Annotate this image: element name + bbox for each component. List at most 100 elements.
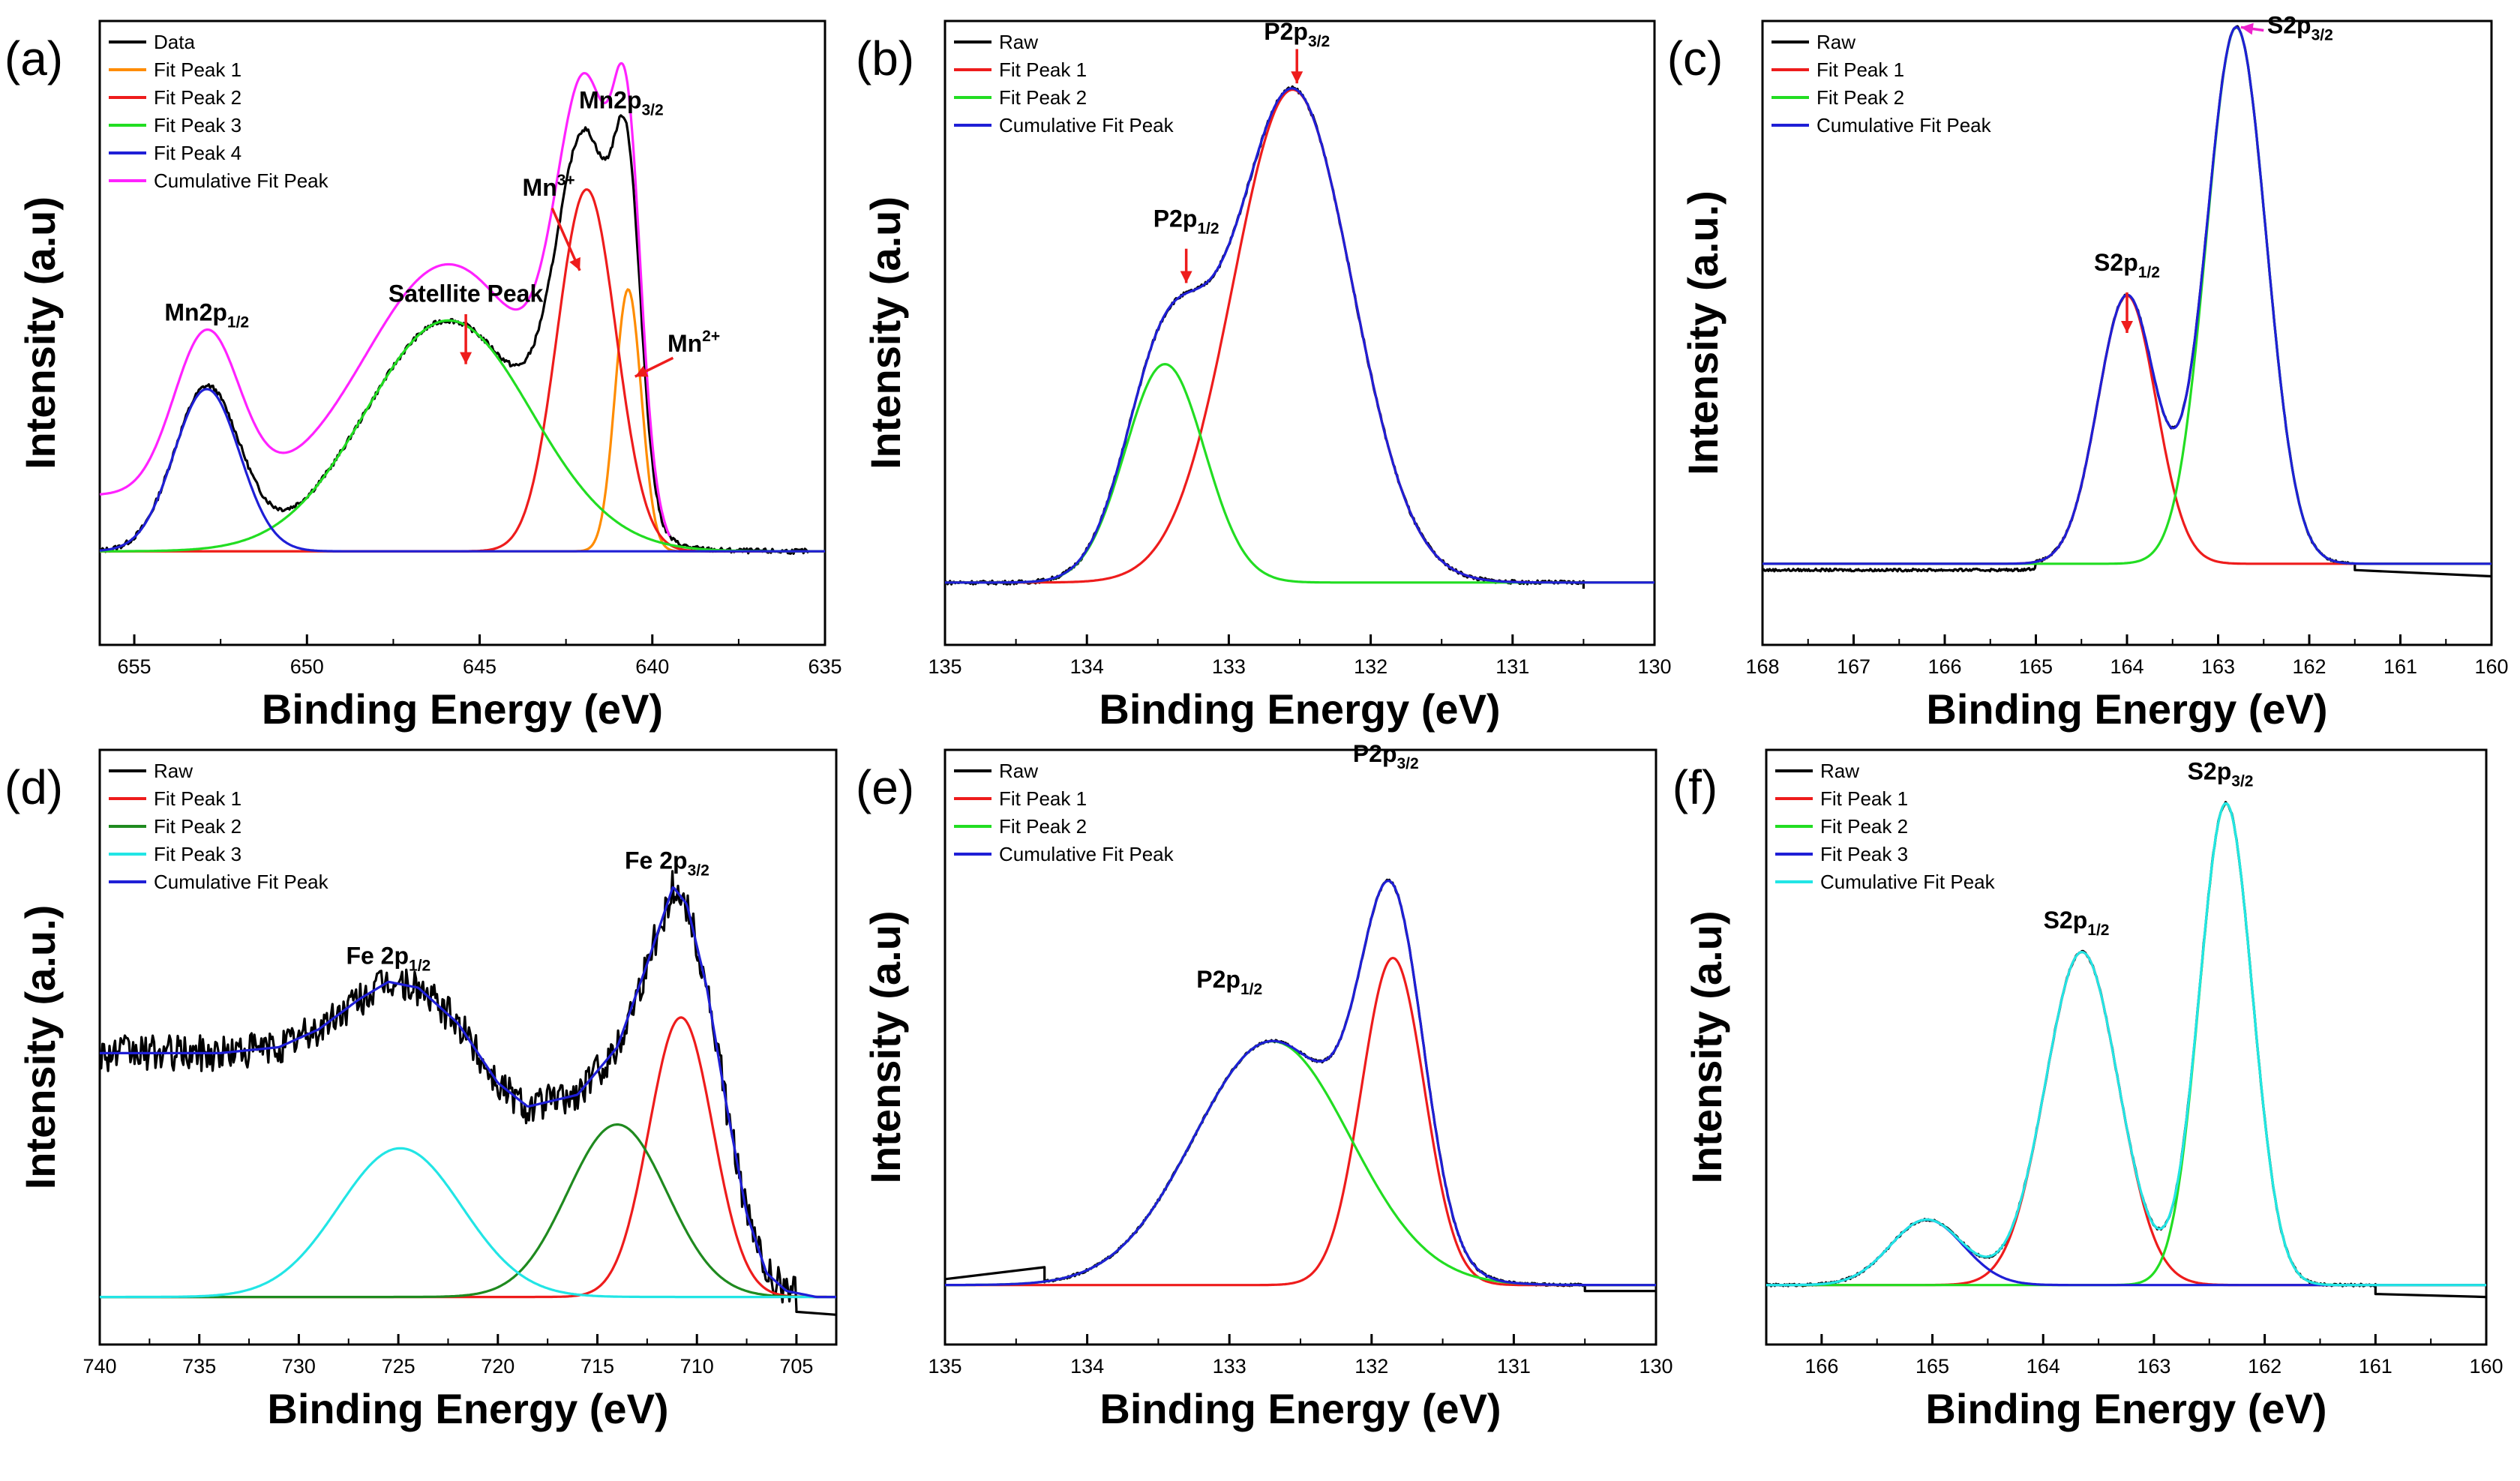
legend-entry: Data bbox=[154, 31, 195, 53]
annotation-mn2p1-2: Mn2p1/2 bbox=[164, 298, 249, 331]
legend-entry: Cumulative Fit Peak bbox=[999, 114, 1174, 136]
arrow-head bbox=[634, 365, 649, 377]
panel-d: 740 735 730 725 720 715 710 705 Binding Energy (… bbox=[4, 748, 838, 1432]
annotation-s2p3-2: S2p3/2 bbox=[2240, 12, 2333, 44]
x-tick-label: 135 bbox=[928, 655, 962, 678]
x-tick-label: 163 bbox=[2137, 1355, 2170, 1378]
panel-label: (a) bbox=[4, 31, 63, 85]
legend-entry: Fit Peak 1 bbox=[1816, 58, 1904, 81]
series-line-fit-peak-2 bbox=[945, 1040, 1656, 1287]
annotation-p2p1-2: P2p1/2 bbox=[1196, 966, 1262, 998]
x-tick-label: 650 bbox=[290, 655, 324, 678]
legend-entry: Cumulative Fit Peak bbox=[154, 169, 329, 192]
series-line-fit-peak-2 bbox=[100, 188, 825, 553]
x-axis-label: Binding Energy (eV) bbox=[1926, 685, 2327, 733]
legend-entry: Fit Peak 1 bbox=[154, 58, 242, 81]
annotation-text: S2p3/2 bbox=[2188, 758, 2254, 790]
x-tick-label: 162 bbox=[2248, 1355, 2282, 1378]
x-tick-label: 164 bbox=[2026, 1355, 2060, 1378]
panel-c: 168 167 166 165 164 163 162 161 160 Binding Energ… bbox=[1667, 12, 2509, 733]
plot-frame bbox=[944, 748, 1658, 1346]
annotation-mn2p3-2: Mn2p3/2 bbox=[579, 86, 664, 118]
x-axis-label: Binding Energy (eV) bbox=[1100, 1385, 1501, 1432]
x-tick-label: 133 bbox=[1212, 655, 1246, 678]
x-tick-label: 132 bbox=[1354, 655, 1388, 678]
series-line-fit-peak-3 bbox=[100, 1147, 836, 1299]
series-line-fit-peak-3 bbox=[100, 319, 825, 553]
legend-entry: Cumulative Fit Peak bbox=[999, 843, 1174, 865]
series-line-cumulative-fit-peak bbox=[100, 886, 836, 1299]
legend-entry: Fit Peak 1 bbox=[1820, 787, 1908, 810]
annotation-text: P2p1/2 bbox=[1196, 966, 1262, 998]
annotation-mn3: Mn3+ bbox=[523, 172, 581, 271]
annotation-s2p1-2: S2p1/2 bbox=[2094, 249, 2160, 333]
legend-entry: Fit Peak 2 bbox=[999, 86, 1087, 109]
x-tick-label: 134 bbox=[1070, 1355, 1104, 1378]
annotation-text: P2p3/2 bbox=[1353, 740, 1419, 772]
series-line-fit-peak-2 bbox=[945, 363, 1654, 584]
x-tick-label: 135 bbox=[928, 1355, 962, 1378]
x-tick-label: 725 bbox=[382, 1355, 416, 1378]
y-axis-label: Intensity (a.u) bbox=[1683, 910, 1730, 1183]
y-axis-label: Intensity (a.u) bbox=[862, 910, 909, 1183]
x-tick-label: 166 bbox=[1928, 655, 1961, 678]
arrow-head bbox=[1180, 271, 1192, 283]
legend-entry: Cumulative Fit Peak bbox=[154, 871, 329, 893]
panel-e: 135 134 133 132 131 130 Binding Energy (eV) Int… bbox=[856, 740, 1673, 1432]
x-tick-label: 132 bbox=[1354, 1355, 1388, 1378]
legend: Raw Fit Peak 1 Fit Peak 2 Fit Peak 3 Cumulat… bbox=[109, 760, 329, 893]
annotation-s2p1-2: S2p1/2 bbox=[2044, 907, 2110, 939]
arrow-head bbox=[2240, 22, 2254, 35]
x-tick-label: 635 bbox=[808, 655, 842, 678]
x-tick-label: 715 bbox=[580, 1355, 614, 1378]
plot-frame bbox=[1765, 748, 2488, 1346]
annotation-text: Mn2p1/2 bbox=[164, 298, 249, 331]
panel-label: (d) bbox=[4, 760, 63, 814]
legend-entry: Raw bbox=[1820, 760, 1859, 782]
x-tick-label: 162 bbox=[2292, 655, 2326, 678]
series-line-cumulative-fit-peak bbox=[1766, 802, 2486, 1287]
annotation-fe-2p3-2: Fe 2p3/2 bbox=[625, 847, 710, 880]
legend: Raw Fit Peak 1 Fit Peak 2 Cumulative Fit Pe… bbox=[954, 760, 1174, 865]
legend-entry: Fit Peak 2 bbox=[154, 86, 242, 109]
legend-entry: Fit Peak 3 bbox=[154, 843, 242, 865]
panel-b: 135 134 133 132 131 130 Binding Energy (eV) Int… bbox=[856, 18, 1672, 733]
annotation-text: Fe 2p1/2 bbox=[346, 942, 430, 974]
series-line-fit-peak-1 bbox=[945, 956, 1656, 1287]
x-tick-label: 640 bbox=[635, 655, 669, 678]
series-line-fit-peak-1 bbox=[945, 88, 1654, 584]
y-axis-label: Intensity (a.u) bbox=[862, 196, 909, 469]
series-line-fit-peak-3 bbox=[1766, 1218, 2486, 1287]
annotation-p2p1-2: P2p1/2 bbox=[1154, 205, 1220, 283]
x-tick-label: 133 bbox=[1213, 1355, 1246, 1378]
series-line-fit-peak-2 bbox=[100, 1123, 836, 1299]
x-tick-label: 730 bbox=[282, 1355, 316, 1378]
annotation-p2p3-2: P2p3/2 bbox=[1264, 18, 1330, 84]
x-tick-label: 131 bbox=[1496, 655, 1529, 678]
x-axis-label: Binding Energy (eV) bbox=[1099, 685, 1500, 733]
legend-entry: Fit Peak 1 bbox=[154, 787, 242, 810]
annotation-text: S2p1/2 bbox=[2094, 249, 2160, 281]
x-axis-label: Binding Energy (eV) bbox=[262, 685, 663, 733]
x-tick-label: 165 bbox=[2019, 655, 2053, 678]
y-axis-label: Intensity (a.u.) bbox=[1679, 190, 1726, 475]
panel-f: 166 165 164 163 162 161 160 Binding Energy (eV)… bbox=[1672, 748, 2504, 1432]
x-tick-label: 160 bbox=[2474, 655, 2508, 678]
annotation-s2p3-2: S2p3/2 bbox=[2188, 758, 2254, 790]
annotation-p2p3-2: P2p3/2 bbox=[1353, 740, 1419, 772]
annotation-mn2: Mn2+ bbox=[634, 328, 720, 378]
annotation-satellite-peak: Satellite Peak bbox=[388, 280, 543, 364]
panel-label: (b) bbox=[856, 31, 914, 85]
legend-entry: Fit Peak 2 bbox=[1820, 815, 1908, 838]
x-tick-label: 163 bbox=[2201, 655, 2235, 678]
annotation-text: Mn2+ bbox=[668, 328, 720, 357]
x-tick-label: 655 bbox=[118, 655, 152, 678]
x-tick-label: 131 bbox=[1497, 1355, 1531, 1378]
arrow-head bbox=[1291, 71, 1304, 84]
legend: Raw Fit Peak 1 Fit Peak 2 Fit Peak 3 Cumulat… bbox=[1775, 760, 1996, 893]
x-tick-label: 134 bbox=[1070, 655, 1104, 678]
x-tick-label: 165 bbox=[1916, 1355, 1949, 1378]
x-tick-label: 710 bbox=[680, 1355, 714, 1378]
y-axis-label: Intensity (a.u) bbox=[16, 196, 64, 469]
